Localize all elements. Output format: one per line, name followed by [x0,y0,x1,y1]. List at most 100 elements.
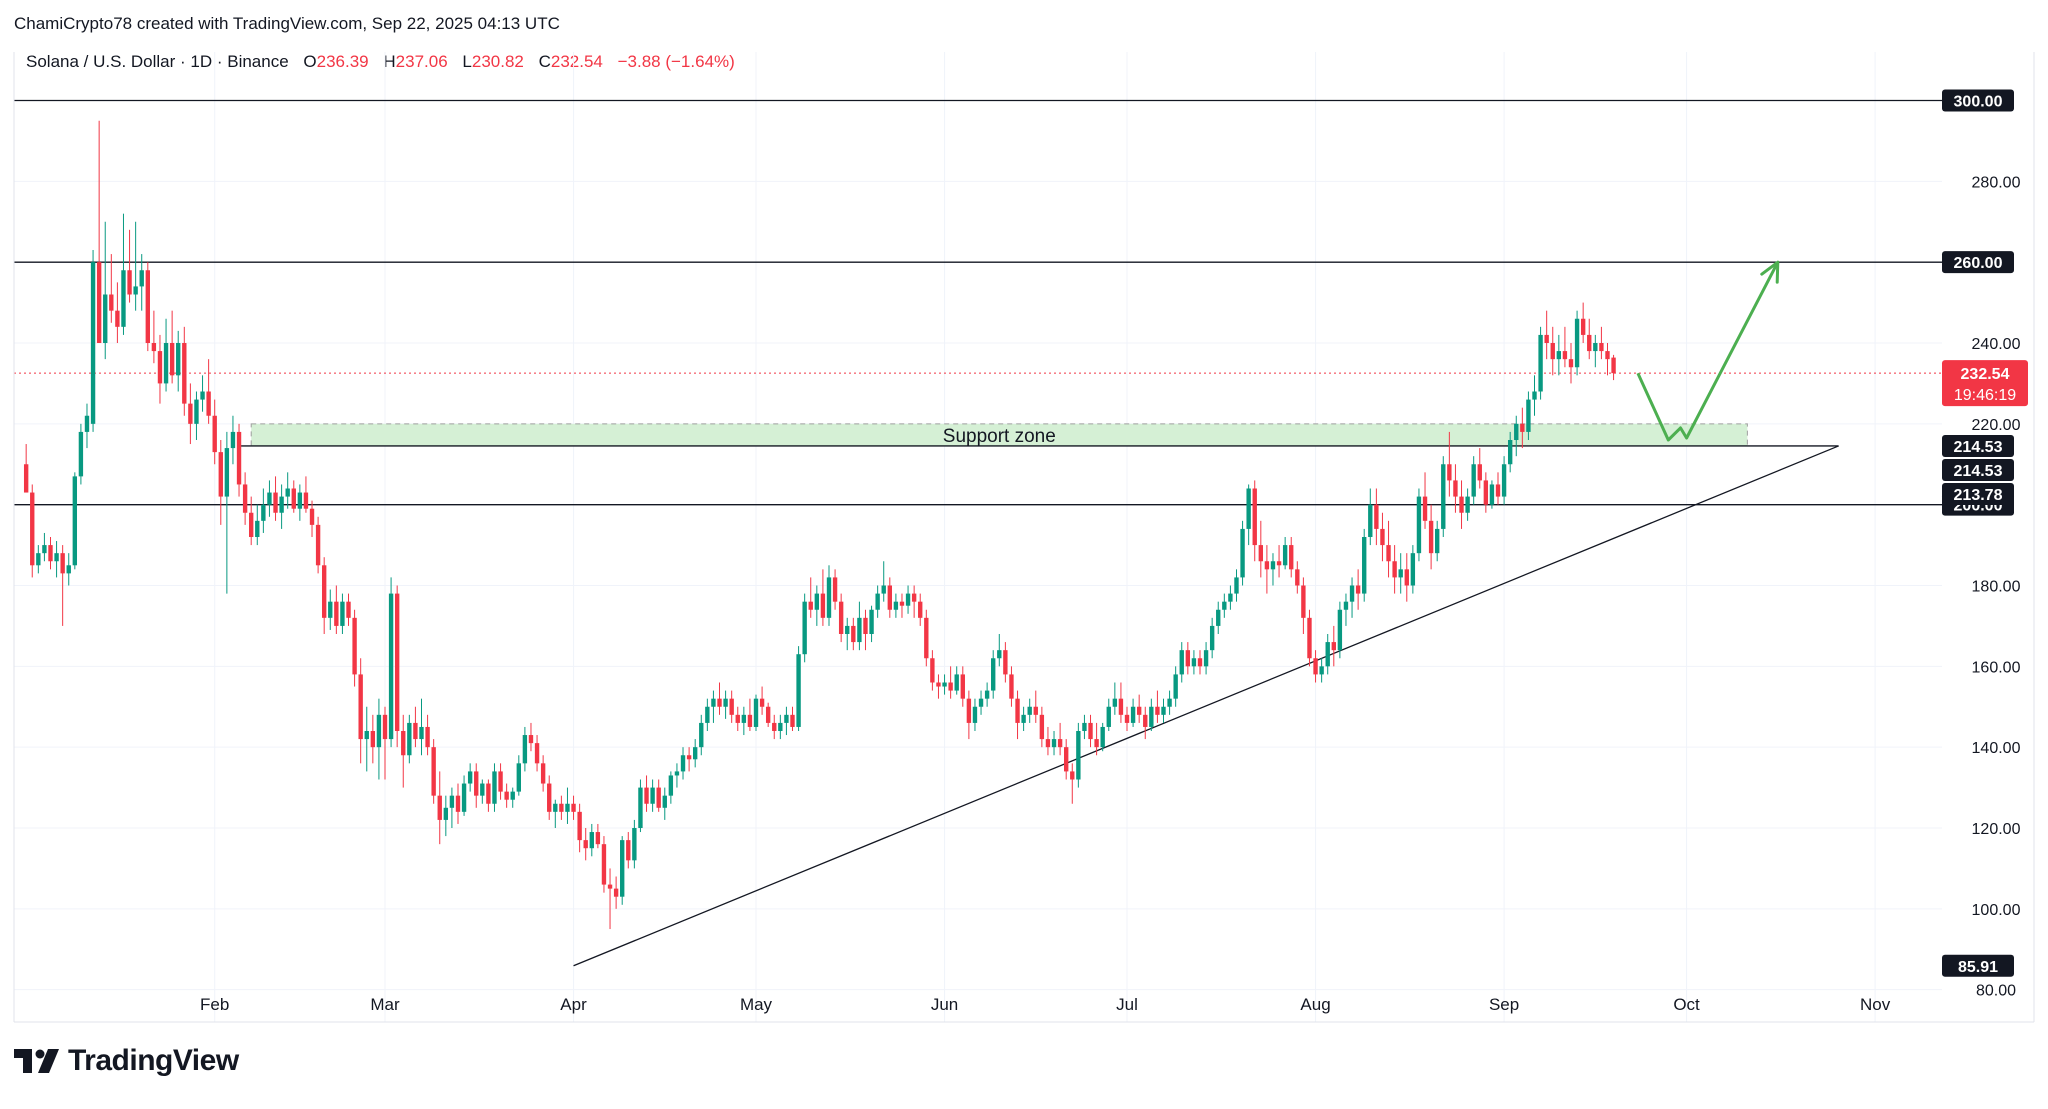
candle-body[interactable] [869,609,874,634]
candle-body[interactable] [1173,674,1178,699]
candle-body[interactable] [1380,528,1385,546]
candle-body[interactable] [255,520,260,537]
candle-body[interactable] [340,601,345,626]
candle-body[interactable] [741,714,747,723]
candle-body[interactable] [1222,601,1227,610]
candle-body[interactable] [431,747,436,796]
candle-body[interactable] [887,585,893,610]
candle-body[interactable] [1252,488,1257,546]
candle-body[interactable] [96,262,102,343]
candle-body[interactable] [826,577,832,618]
candle-body[interactable] [607,884,613,889]
candle-body[interactable] [1501,464,1507,497]
candle-body[interactable] [1605,351,1610,360]
candle-body[interactable] [455,795,461,812]
candle-body[interactable] [626,840,631,861]
candle-body[interactable] [772,722,777,731]
candle-body[interactable] [267,492,272,505]
candle-body[interactable] [692,747,698,760]
candle-body[interactable] [705,706,710,723]
candle-body[interactable] [224,448,230,497]
candle-body[interactable] [1130,706,1136,723]
candle-body[interactable] [1003,650,1008,675]
candle-body[interactable] [1526,399,1531,432]
candle-body[interactable] [644,787,649,804]
candle-body[interactable] [394,593,400,731]
candle-body[interactable] [1477,464,1482,481]
candle-body[interactable] [407,722,412,756]
candle-body[interactable] [212,415,217,453]
candle-body[interactable] [1471,464,1476,497]
candle-body[interactable] [1587,334,1592,352]
candle-body[interactable] [1301,585,1306,618]
candle-body[interactable] [1045,739,1051,748]
symbol-legend[interactable]: Solana / U.S. Dollar · 1D · Binance O236… [26,52,735,71]
candle-body[interactable] [194,399,199,424]
candle-body[interactable] [1331,642,1336,651]
candle-body[interactable] [492,771,497,804]
candle-body[interactable] [1483,480,1489,505]
tradingview-logo[interactable]: TradingView [14,1044,239,1078]
candle-body[interactable] [66,565,71,574]
candle-body[interactable] [796,654,801,727]
candle-body[interactable] [30,492,35,566]
candle-body[interactable] [84,415,90,432]
support-zone[interactable]: Support zone [250,423,1748,447]
candle-body[interactable] [924,617,929,659]
candle-body[interactable] [814,593,820,610]
candle-body[interactable] [899,601,905,606]
candle-body[interactable] [242,484,248,513]
candle-body[interactable] [1076,731,1081,780]
candle-body[interactable] [480,783,485,796]
candle-body[interactable] [54,553,59,562]
candle-body[interactable] [863,617,868,634]
candle-body[interactable] [1441,464,1446,529]
candle-body[interactable] [1562,351,1568,360]
candle-body[interactable] [1386,545,1391,562]
candle-body[interactable] [1106,706,1111,727]
candle-body[interactable] [1167,698,1172,707]
candle-body[interactable] [1580,318,1586,335]
candle-body[interactable] [784,714,789,723]
candle-body[interactable] [1264,561,1270,570]
candle-body[interactable] [1118,698,1124,715]
candle-body[interactable] [297,492,303,509]
candle-body[interactable] [425,726,430,748]
candle-body[interactable] [1009,674,1014,699]
candle-body[interactable] [656,787,661,808]
candle-body[interactable] [1337,609,1343,651]
candle-body[interactable] [139,270,144,287]
projection-path[interactable] [1636,261,1780,442]
candle-body[interactable] [36,553,41,566]
candle-body[interactable] [1057,739,1063,748]
candle-body[interactable] [1355,585,1361,594]
candle-body[interactable] [498,771,503,792]
candle-body[interactable] [1039,714,1045,740]
candle-body[interactable] [133,286,138,295]
candle-body[interactable] [376,714,382,748]
candle-body[interactable] [1149,706,1154,727]
candle-body[interactable] [218,452,223,497]
candle-body[interactable] [881,585,886,594]
candle-body[interactable] [650,787,655,804]
candle-body[interactable] [674,771,680,776]
price-badge[interactable]: 213.78 [1954,487,2003,504]
candle-body[interactable] [662,795,667,808]
candle-body[interactable] [510,791,515,800]
candle-body[interactable] [620,840,625,897]
candle-body[interactable] [443,807,449,820]
candle-body[interactable] [638,787,643,828]
candle-body[interactable] [151,343,157,352]
candle-body[interactable] [1507,440,1513,465]
candle-body[interactable] [1428,520,1434,554]
candle-body[interactable] [48,545,53,562]
candle-body[interactable] [60,553,65,574]
candle-body[interactable] [1033,706,1038,715]
candle-body[interactable] [182,343,187,404]
candle-body[interactable] [1392,561,1397,578]
candle-body[interactable] [845,625,850,634]
candle-body[interactable] [711,698,716,707]
candle-body[interactable] [528,735,534,744]
candle-body[interactable] [851,625,856,643]
